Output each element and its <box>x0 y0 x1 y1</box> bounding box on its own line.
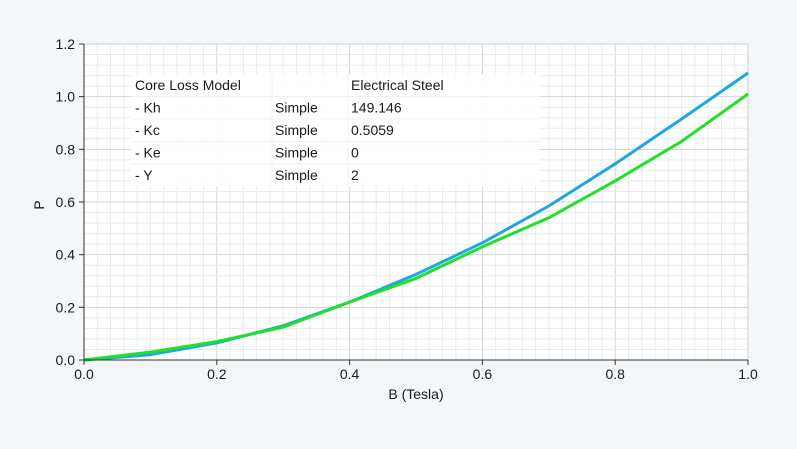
x-tick-label: 0.8 <box>605 366 625 382</box>
x-tick-label: 0.0 <box>74 366 94 382</box>
series-line-2 <box>83 92 749 362</box>
table-cell: 2 <box>351 167 359 183</box>
y-tick-label: 0.6 <box>56 194 76 210</box>
x-tick-label: 0.4 <box>340 366 360 382</box>
table-background <box>131 74 540 187</box>
x-tick-label: 1.0 <box>738 366 758 382</box>
table-cell: 149.146 <box>351 100 402 116</box>
table-cell: - Kh <box>135 100 161 116</box>
y-tick-label: 1.2 <box>56 36 76 52</box>
table-cell: Simple <box>275 100 318 116</box>
axes: 0.0 0.2 0.4 0.6 0.8 1.0 0.0 0.2 0.4 0.6 0.8 1.0 1.2 <box>56 36 758 382</box>
table-header-cell: Core Loss Model <box>135 77 241 93</box>
table-cell: 0 <box>351 145 359 161</box>
y-tick-label: 0.0 <box>56 352 76 368</box>
table-header-cell: Electrical Steel <box>351 77 444 93</box>
table-cell: - Kc <box>135 122 160 138</box>
y-tick-label: 0.8 <box>56 141 76 157</box>
y-tick-label: 1.0 <box>56 89 76 105</box>
y-tick-label: 0.2 <box>56 299 76 315</box>
x-axis-label: B (Tesla) <box>388 386 443 402</box>
table-cell: Simple <box>275 167 318 183</box>
properties-table: Core Loss Model Electrical Steel - Kh Simpl… <box>131 74 540 187</box>
series-layer <box>83 71 749 362</box>
table-cell: 0.5059 <box>351 122 394 138</box>
x-tick-label: 0.2 <box>207 366 227 382</box>
y-tick-label: 0.4 <box>56 247 76 263</box>
table-cell: - Y <box>135 167 153 183</box>
table-cell: - Ke <box>135 145 161 161</box>
table-cell: Simple <box>275 145 318 161</box>
y-axis-label: P <box>31 200 47 209</box>
table-cell: Simple <box>275 122 318 138</box>
x-tick-label: 0.6 <box>473 366 493 382</box>
series-line-1 <box>83 71 749 362</box>
